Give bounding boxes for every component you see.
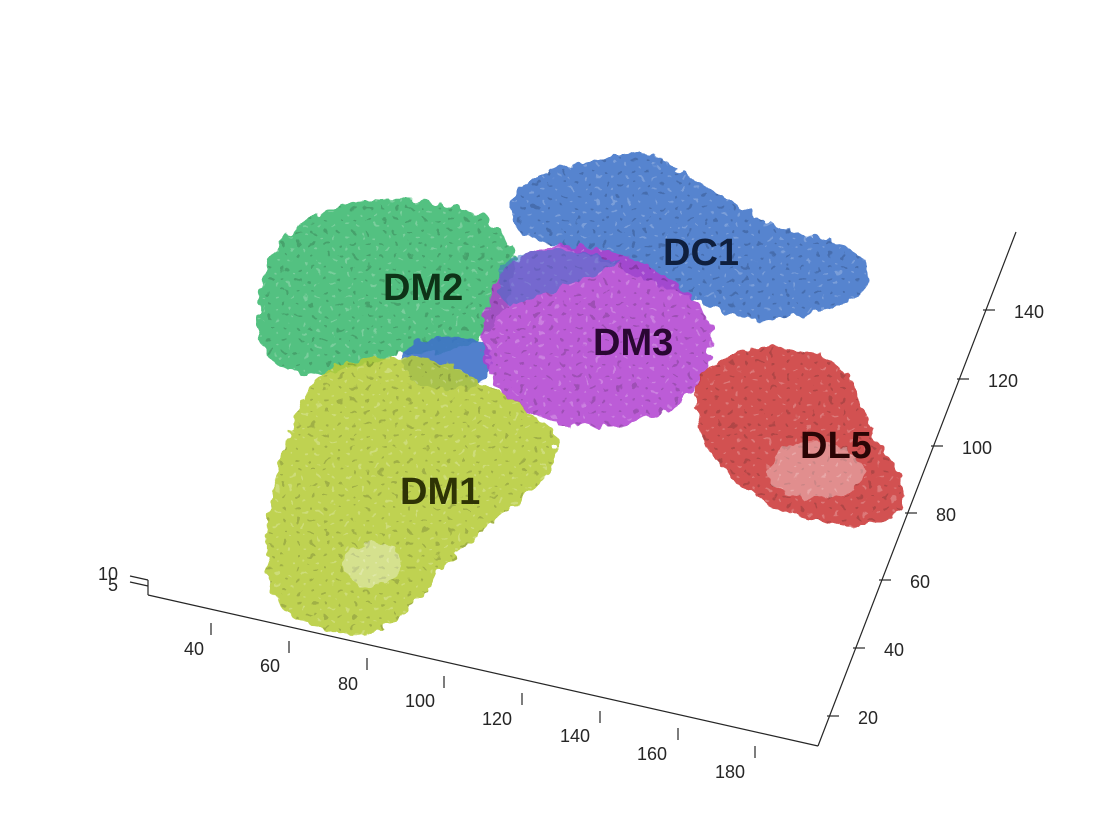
region-dm3-surface	[482, 244, 713, 427]
x-tick-label: 60	[260, 656, 280, 676]
x-axis-tick-labels: 40 60 80 100 120 140 160 180	[184, 639, 745, 782]
y-tick-label: 60	[910, 572, 930, 592]
x-axis-line	[147, 594, 819, 747]
x-tick-label: 140	[560, 726, 590, 746]
x-axis-ticks	[210, 623, 756, 758]
y-tick-label: 20	[858, 708, 878, 728]
z-tick-label: 5	[108, 575, 118, 595]
y-axis-tick-labels: 20 40 60 80 100 120 140	[858, 302, 1044, 728]
x-tick-label: 40	[184, 639, 204, 659]
region-dm2-surface	[257, 198, 514, 374]
x-tick-label: 180	[715, 762, 745, 782]
y-tick-label: 140	[1014, 302, 1044, 322]
region-label-dm1: DM1	[400, 471, 480, 513]
x-tick-label: 160	[637, 744, 667, 764]
region-dc1-surface	[510, 152, 869, 321]
z-axis-tick-labels: 10 5	[98, 564, 118, 595]
region-label-dm3: DM3	[593, 322, 673, 364]
y-tick-label: 40	[884, 640, 904, 660]
x-tick-label: 80	[338, 674, 358, 694]
y-axis-ticks	[827, 309, 995, 717]
axis-lines	[147, 231, 1017, 747]
y-tick-label: 100	[962, 438, 992, 458]
y-tick-label: 120	[988, 371, 1018, 391]
region-label-dl5: DL5	[800, 425, 872, 467]
x-tick-label: 120	[482, 709, 512, 729]
region-label-dm2: DM2	[383, 267, 463, 309]
y-axis-line	[817, 231, 1017, 747]
x-tick-label: 100	[405, 691, 435, 711]
region-label-dc1: DC1	[663, 232, 739, 274]
y-tick-label: 80	[936, 505, 956, 525]
region-dm1-surface	[265, 356, 557, 634]
z-axis-ticks	[129, 575, 149, 587]
region-labels: DM2 DC1 DM3 DL5 DM1	[383, 232, 872, 513]
regions	[257, 152, 907, 634]
region-dl5-surface	[694, 347, 907, 526]
z-tick-label: 10	[98, 564, 118, 584]
